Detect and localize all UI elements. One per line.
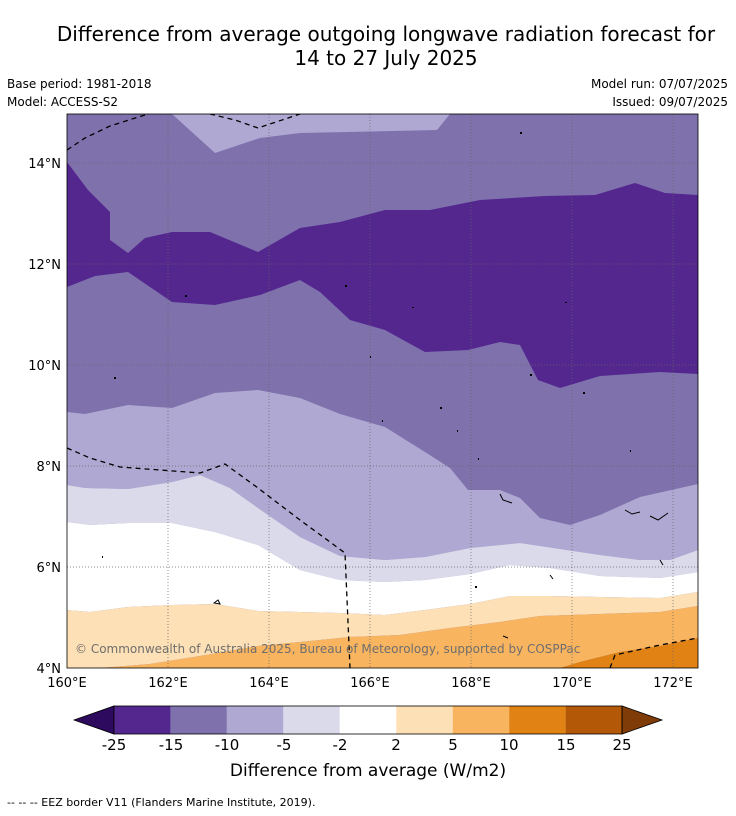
- colorbar-box: [226, 706, 284, 734]
- band-top-light: [172, 114, 450, 153]
- lat-label: 12°N: [28, 258, 61, 273]
- colorbar-box: [565, 706, 623, 734]
- band-orange: [100, 606, 698, 668]
- model-name: Model: ACCESS-S2: [7, 95, 119, 109]
- lat-axis: 14°N 12°N 10°N 8°N 6°N 4°N: [28, 157, 61, 677]
- colorbar-box: [339, 706, 397, 734]
- band-very-light: [67, 475, 698, 582]
- map-panel: © Commonwealth of Australia 2025, Bureau…: [67, 114, 698, 668]
- lat-label: 4°N: [37, 662, 62, 677]
- map-title: Difference from average outgoing longwav…: [0, 22, 736, 70]
- lon-label: 160°E: [47, 676, 87, 691]
- lat-label: 10°N: [28, 359, 61, 374]
- colorbar-tick: -2: [332, 736, 348, 754]
- map-frame: [66, 113, 699, 669]
- colorbar-tick: 5: [448, 736, 458, 754]
- colorbar-box: [509, 706, 566, 734]
- eez-legend-note: -- -- -- EEZ border V11 (Flanders Marine…: [7, 796, 316, 809]
- islands: [102, 132, 631, 588]
- colorbar-tick: 10: [499, 736, 519, 754]
- lat-label: 8°N: [37, 460, 62, 475]
- copyright-notice: © Commonwealth of Australia 2025, Bureau…: [75, 642, 580, 656]
- colorbar-tick: 25: [612, 736, 632, 754]
- lon-label: 164°E: [249, 676, 289, 691]
- island-outlines: [212, 493, 669, 639]
- colorbar-box: [396, 706, 453, 734]
- lat-label: 6°N: [37, 561, 62, 576]
- title-line-1: Difference from average outgoing longwav…: [56, 22, 716, 46]
- colorbar-tick: -25: [101, 736, 127, 754]
- colorbar-tick: -5: [276, 736, 292, 754]
- lon-label: 168°E: [451, 676, 491, 691]
- colorbar-tick: -10: [214, 736, 240, 754]
- colorbar-box: [114, 706, 171, 734]
- lon-label: 166°E: [350, 676, 390, 691]
- lon-label: 162°E: [148, 676, 188, 691]
- colorbar: [72, 705, 664, 735]
- band-light-orange: [67, 592, 698, 668]
- colorbar-tick: 15: [556, 736, 576, 754]
- band-white: [67, 522, 698, 615]
- model-run: Model run: 07/07/2025: [590, 77, 728, 91]
- base-period: Base period: 1981-2018: [7, 77, 152, 91]
- band-dark-purple: [67, 162, 698, 388]
- colorbar-box: [452, 706, 510, 734]
- band-dark-orange: [560, 638, 698, 668]
- colorbar-box: [283, 706, 340, 734]
- lon-label: 172°E: [653, 676, 693, 691]
- colorbar-tick: 2: [391, 736, 401, 754]
- colorbar-extend-low: [72, 705, 115, 735]
- colorbar-box: [170, 706, 227, 734]
- issued-date: Issued: 09/07/2025: [612, 95, 728, 109]
- eez-borders: [67, 114, 698, 668]
- colorbar-tick: -15: [158, 736, 184, 754]
- lat-label: 14°N: [28, 157, 61, 172]
- meta-right: Model run: 07/07/2025 Issued: 09/07/2025: [591, 75, 728, 111]
- title-line-2: 14 to 27 July 2025: [294, 46, 478, 70]
- colorbar-extend-high: [621, 705, 664, 735]
- colorbar-label: Difference from average (W/m2): [229, 761, 507, 781]
- meta-left: Base period: 1981-2018 Model: ACCESS-S2: [7, 75, 152, 111]
- colorbar-frame: [113, 705, 623, 735]
- gridlines: [67, 114, 698, 668]
- band-light-purple: [67, 390, 698, 560]
- lon-label: 170°E: [552, 676, 592, 691]
- lon-axis: 160°E 162°E 164°E 166°E 168°E 170°E 172°…: [47, 676, 693, 691]
